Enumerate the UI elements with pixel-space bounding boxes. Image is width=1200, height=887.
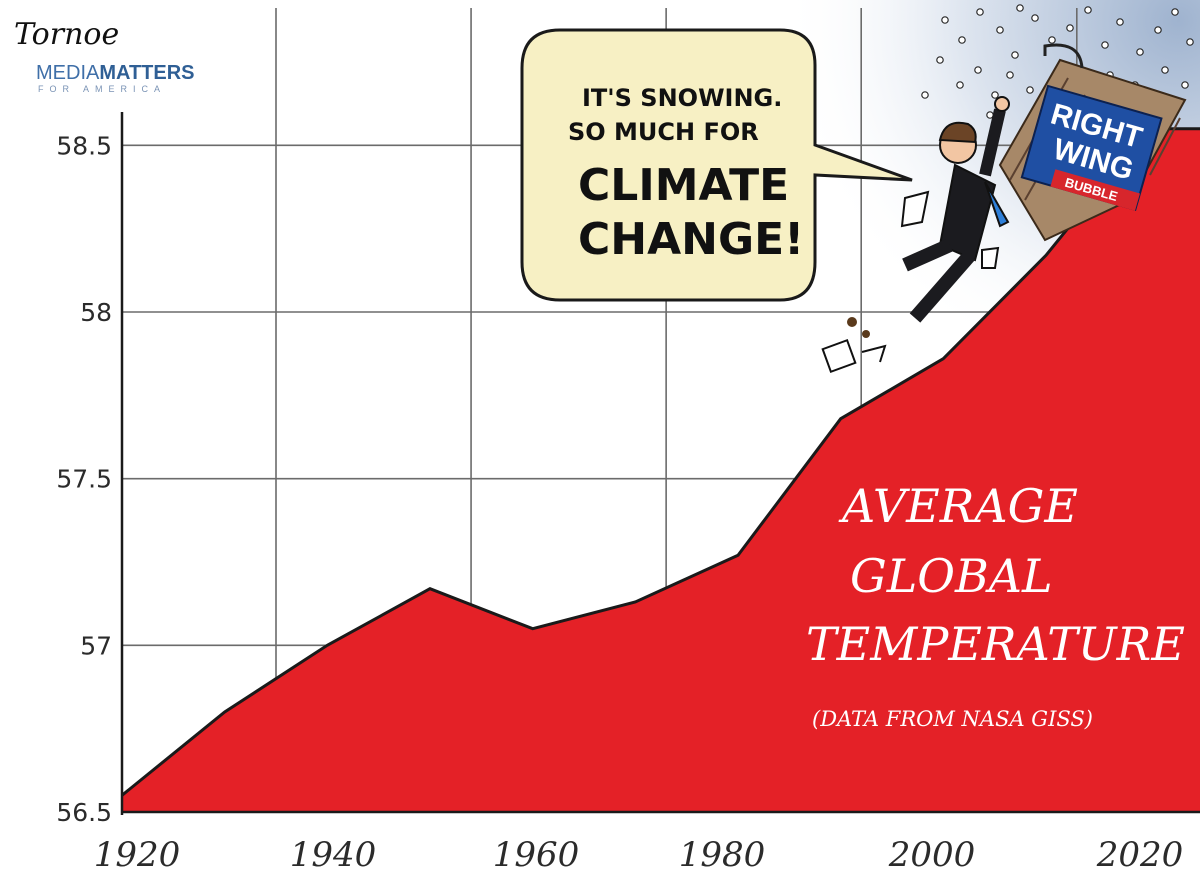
x-tick-labels: 1920 1940 1960 1980 2000 2020 (94, 835, 1184, 875)
snow-flake (1048, 36, 1056, 44)
snow-flake (1031, 14, 1039, 22)
man-arm-up (979, 108, 1006, 177)
snow-flake (1101, 41, 1109, 49)
sign-ribbon (1050, 169, 1140, 211)
snow-flake (976, 8, 984, 16)
snow-flake (1026, 86, 1034, 94)
speech-line-2: SO MUCH FOR (568, 118, 759, 146)
coffee-mug (821, 317, 887, 374)
snow-flake (1181, 81, 1189, 89)
snow-flake (1066, 24, 1074, 32)
y-tick-labels: 56.5 57 57.5 58 58.5 (56, 131, 112, 827)
snow-flake (974, 66, 982, 74)
snow-flake (1154, 26, 1162, 34)
publisher-name-light: MEDIA (36, 62, 100, 84)
chart-title-line-2: GLOBAL (850, 549, 1053, 603)
speech-line-1: IT'S SNOWING. (582, 84, 782, 112)
x-tick-label: 2020 (1096, 835, 1184, 875)
credit-block: Tornoe MEDIAMATTERS FOR AMERICA (14, 17, 195, 94)
speech-bubble-shape (520, 28, 913, 302)
speech-bubble: IT'S SNOWING. SO MUCH FOR CLIMATE CHANGE… (520, 28, 913, 302)
chart-title-line-1: AVERAGE (838, 479, 1078, 533)
snow-flake (1011, 51, 1019, 59)
snow-flake (1006, 71, 1014, 79)
y-tick-label: 57 (80, 631, 112, 660)
y-tick-label: 58.5 (56, 131, 112, 160)
paper-sheet (900, 190, 930, 228)
source-note: (DATA FROM NASA GISS) (812, 707, 1093, 731)
man-body (938, 163, 997, 262)
chart-title-line-3: TEMPERATURE (806, 617, 1185, 671)
x-tick-label: 1980 (679, 835, 766, 875)
man-tie (984, 181, 1010, 228)
y-tick-label: 56.5 (56, 798, 112, 827)
publisher-name: MEDIAMATTERS (36, 62, 195, 84)
man-leg-1 (902, 238, 953, 272)
x-tick-label: 1920 (94, 835, 181, 875)
x-tick-label: 1940 (290, 835, 377, 875)
snow-flake (1186, 38, 1194, 46)
snow-flake (921, 91, 929, 99)
snow-flake (1161, 66, 1169, 74)
man-hair (938, 121, 977, 144)
paper-sheet (981, 246, 1000, 269)
mug-body (821, 338, 857, 374)
speech-line-3: CLIMATE (578, 160, 789, 211)
building-stripe (1149, 117, 1181, 176)
publisher-name-bold: MATTERS (99, 62, 194, 84)
man-leg-2 (909, 250, 976, 323)
right-wing-bubble-building: RIGHT WING BUBBLE (998, 43, 1187, 242)
publisher-tagline: FOR AMERICA (38, 84, 166, 94)
snow-flake (1171, 8, 1179, 16)
x-tick-label: 1960 (493, 835, 580, 875)
falling-man (900, 96, 1010, 323)
snow-flake (956, 81, 964, 89)
snow-flake (996, 26, 1004, 34)
lamp-post (1043, 43, 1084, 69)
temperature-line (121, 127, 1200, 797)
speech-line-4: CHANGE! (578, 214, 804, 265)
artist-signature: Tornoe (14, 17, 119, 52)
chart-title: AVERAGE GLOBAL TEMPERATURE (DATA FROM NA… (806, 479, 1185, 731)
spill-mark (861, 344, 887, 363)
x-tick-label: 2000 (888, 835, 976, 875)
snow-flake (1016, 4, 1024, 12)
snow-flake (1084, 6, 1092, 14)
snow-flake (991, 91, 999, 99)
snow-flake (941, 16, 949, 24)
snow-flake (958, 36, 966, 44)
coffee-splash (847, 317, 857, 327)
y-tick-label: 58 (80, 298, 112, 327)
snow-flake (1116, 18, 1124, 26)
y-tick-label: 57.5 (56, 465, 112, 494)
coffee-splash (862, 330, 870, 338)
man-hand (994, 96, 1010, 112)
temperature-area (122, 128, 1200, 812)
snow-flake (936, 56, 944, 64)
snow-flake (1136, 48, 1144, 56)
